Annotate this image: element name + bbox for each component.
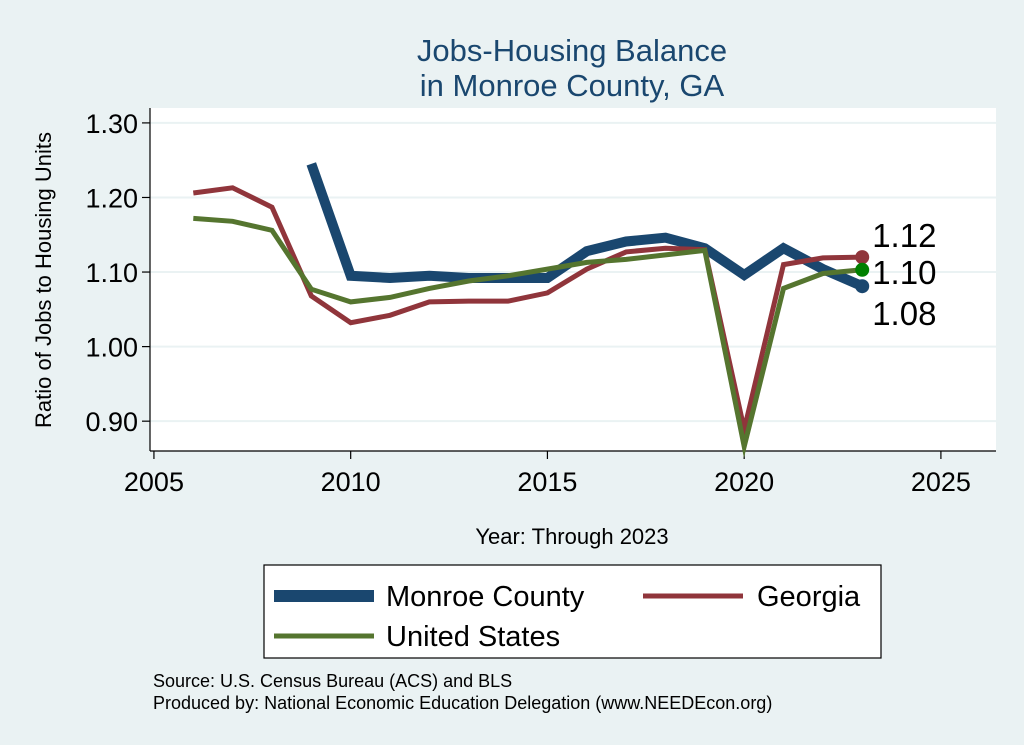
x-axis-title: Year: Through 2023 bbox=[475, 524, 668, 549]
x-tick-label: 2020 bbox=[714, 467, 774, 497]
legend-label-monroe-county: Monroe County bbox=[386, 581, 585, 613]
end-label-georgia: 1.12 bbox=[872, 217, 936, 254]
source-line-2: Produced by: National Economic Education… bbox=[153, 693, 772, 713]
chart-title-line-2: in Monroe County, GA bbox=[420, 68, 725, 103]
end-label-monroe-county: 1.08 bbox=[872, 295, 936, 332]
series-line-united-states bbox=[193, 215, 863, 458]
legend-box bbox=[263, 564, 882, 659]
x-tick-label: 2010 bbox=[321, 467, 381, 497]
end-marker-monroe-county bbox=[855, 279, 870, 294]
y-tick-label: 1.30 bbox=[85, 109, 138, 139]
source-line-1: Source: U.S. Census Bureau (ACS) and BLS bbox=[153, 671, 512, 691]
y-tick-label: 1.10 bbox=[85, 258, 138, 288]
y-axis-title: Ratio of Jobs to Housing Units bbox=[31, 132, 56, 428]
end-marker-united-states bbox=[855, 262, 870, 277]
y-tick-label: 1.00 bbox=[85, 333, 138, 363]
chart-title-line-1: Jobs-Housing Balance bbox=[417, 33, 727, 68]
legend-label-united-states: United States bbox=[386, 621, 560, 653]
x-tick-label: 2025 bbox=[911, 467, 971, 497]
y-tick-label: 1.20 bbox=[85, 183, 138, 213]
end-label-united-states: 1.10 bbox=[872, 254, 936, 291]
end-marker-georgia bbox=[855, 250, 870, 265]
legend-label-georgia: Georgia bbox=[757, 581, 861, 613]
x-tick-label: 2005 bbox=[124, 467, 184, 497]
x-tick-label: 2015 bbox=[517, 467, 577, 497]
end-value-labels: 1.08 1.121.10 bbox=[855, 217, 936, 332]
series-line-monroe-county bbox=[306, 162, 865, 291]
series-lines bbox=[192, 162, 865, 458]
y-tick-label: 0.90 bbox=[85, 407, 138, 437]
legend: Monroe County Georgia United States bbox=[263, 564, 882, 659]
axes: 0.90 1.00 1.10 1.20 1.30 2005 2010 2015 2020 2025 bbox=[85, 108, 996, 497]
